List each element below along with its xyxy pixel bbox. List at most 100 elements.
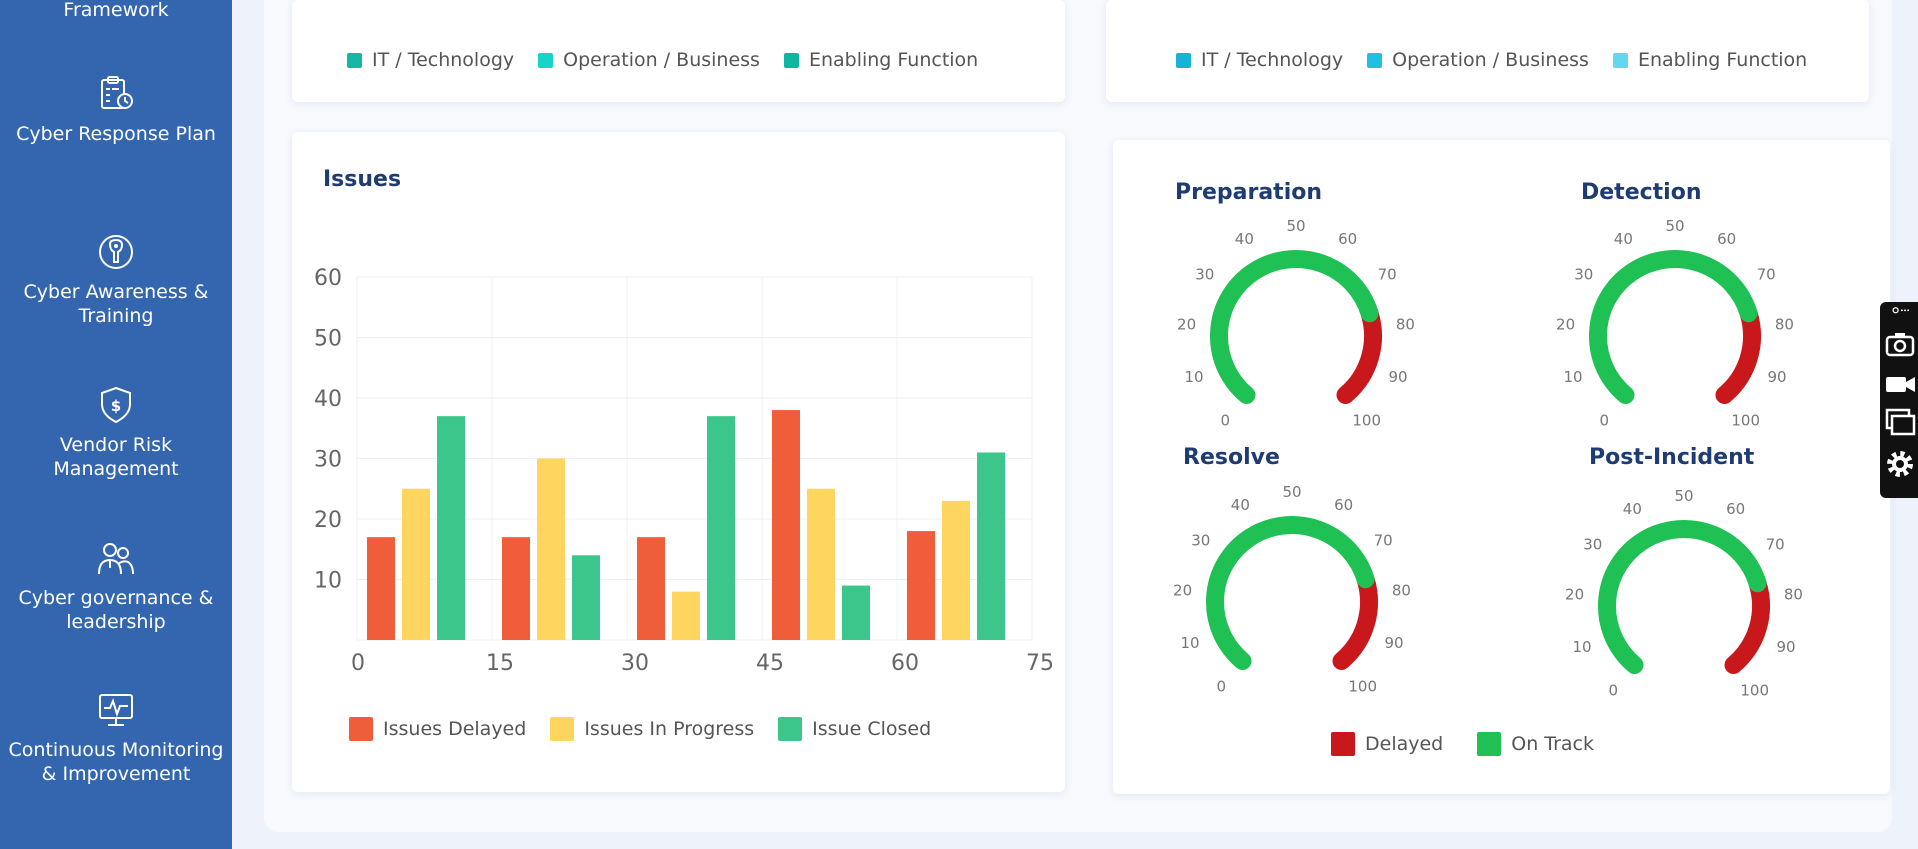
camera-icon[interactable] — [1884, 328, 1916, 360]
sidebar-item-cyber-governance[interactable]: Cyber governance & leadership — [0, 538, 232, 634]
link-more-icon[interactable] — [1884, 304, 1916, 324]
legend-label: Enabling Function — [808, 49, 979, 71]
gauge-tick-label: 0 — [1600, 411, 1610, 429]
gauge-arc-on-track[interactable] — [1598, 520, 1767, 674]
gauge-tick-label: 40 — [1235, 230, 1254, 248]
gauge-tick-label: 60 — [1338, 230, 1357, 248]
legend-swatch — [778, 717, 803, 741]
legend-label: Delayed — [1365, 733, 1444, 755]
gauge-arc-on-track[interactable] — [1210, 250, 1379, 404]
legend-item[interactable]: Operation / Business — [538, 49, 760, 71]
bar-issue-closed[interactable] — [977, 452, 1005, 640]
legend-item[interactable]: IT / Technology — [1176, 49, 1343, 71]
gauge-tick-label: 90 — [1776, 638, 1795, 656]
top-right-card: IT / Technology Operation / Business Ena… — [1106, 0, 1869, 102]
gauge-tick-label: 50 — [1665, 217, 1684, 235]
gear-icon[interactable] — [1884, 448, 1916, 480]
gauge-resolve: 0 10 20 30 40 50 60 70 80 90 100 — [1173, 483, 1411, 695]
bar-issues-delayed[interactable] — [907, 531, 935, 640]
legend-item[interactable]: Enabling Function — [1612, 49, 1808, 71]
gauge-tick-label: 80 — [1784, 586, 1803, 604]
legend-item-issues-delayed[interactable]: Issues Delayed — [349, 717, 526, 741]
gauges-card: Preparation Detection Resolve Post-Incid… — [1113, 140, 1890, 794]
bar-issue-closed[interactable] — [707, 416, 735, 640]
gauge-tick-label: 30 — [1583, 535, 1602, 553]
video-icon[interactable] — [1884, 368, 1916, 400]
gauge-tick-label: 0 — [1609, 681, 1619, 699]
legend-swatch — [538, 52, 554, 68]
legend-swatch — [1477, 732, 1502, 756]
bar-issue-closed[interactable] — [572, 555, 600, 640]
gauge-tick-label: 80 — [1775, 316, 1794, 334]
legend-item-issue-closed[interactable]: Issue Closed — [778, 717, 931, 741]
svg-text:$: $ — [111, 397, 121, 415]
gauge-tick-label: 60 — [1717, 230, 1736, 248]
sidebar-item-cyber-response-plan[interactable]: Cyber Response Plan — [0, 74, 232, 146]
legend-item-delayed[interactable]: Delayed — [1331, 732, 1443, 756]
sidebar-item-framework[interactable]: Framework — [0, 0, 232, 22]
y-tick-label: 10 — [314, 569, 342, 594]
x-tick-label: 75 — [1026, 651, 1054, 676]
bar-issues-in-progress[interactable] — [402, 488, 430, 640]
bar-issues-delayed[interactable] — [502, 537, 530, 640]
gauge-tick-label: 60 — [1726, 500, 1745, 518]
y-tick-label: 50 — [314, 327, 342, 352]
bar-issues-delayed[interactable] — [637, 537, 665, 640]
legend-label: Issues In Progress — [584, 718, 755, 740]
sidebar-item-label: Vendor Risk Management — [53, 434, 179, 480]
gauge-arc-delayed[interactable] — [1336, 304, 1382, 404]
top-left-legend: IT / Technology Operation / Business Ena… — [347, 49, 1002, 71]
gauge-arc-on-track[interactable] — [1589, 250, 1758, 404]
legend-item[interactable]: Enabling Function — [783, 49, 979, 71]
issues-legend: Issues Delayed Issues In Progress Issue … — [349, 717, 955, 741]
legend-swatch — [1612, 52, 1628, 68]
legend-swatch — [349, 717, 373, 741]
gauge-arc-on-track[interactable] — [1206, 516, 1375, 670]
gauge-tick-label: 20 — [1565, 586, 1584, 604]
gauge-tick-label: 80 — [1396, 316, 1415, 334]
gauge-title-resolve: Resolve — [1183, 445, 1280, 470]
monitor-pulse-icon — [99, 694, 133, 726]
sidebar-item-continuous-monitoring[interactable]: Continuous Monitoring & Improvement — [0, 690, 232, 786]
sidebar-item-vendor-risk[interactable]: $ Vendor Risk Management — [0, 385, 232, 481]
gauge-tick-label: 100 — [1731, 411, 1760, 429]
gauge-post-incident: 0 10 20 30 40 50 60 70 80 90 100 — [1565, 487, 1803, 699]
gauge-tick-label: 20 — [1177, 316, 1196, 334]
clipboard-clock-icon — [101, 76, 133, 109]
bar-issues-delayed[interactable] — [772, 410, 800, 640]
gauge-tick-label: 10 — [1180, 634, 1199, 652]
gauge-tick-label: 20 — [1173, 582, 1192, 600]
legend-swatch — [783, 52, 799, 68]
sidebar-item-cyber-awareness[interactable]: Cyber Awareness & Training — [0, 232, 232, 328]
legend-item[interactable]: IT / Technology — [347, 49, 514, 71]
sidebar-item-label: Cyber Response Plan — [16, 123, 216, 145]
gauge-tick-label: 100 — [1348, 677, 1377, 695]
bar-issues-in-progress[interactable] — [672, 591, 700, 640]
legend-item-on-track[interactable]: On Track — [1477, 732, 1594, 756]
legend-item-issues-in-progress[interactable]: Issues In Progress — [550, 717, 754, 741]
gauge-tick-label: 30 — [1195, 265, 1214, 283]
gauge-arc-delayed[interactable] — [1332, 570, 1378, 670]
bar-issues-delayed[interactable] — [367, 537, 395, 640]
gauge-tick-label: 0 — [1217, 677, 1227, 695]
gauge-tick-label: 30 — [1574, 265, 1593, 283]
windows-icon[interactable] — [1884, 406, 1916, 438]
x-tick-label: 60 — [891, 651, 919, 676]
bar-issue-closed[interactable] — [437, 416, 465, 640]
bar-issues-in-progress[interactable] — [537, 458, 565, 641]
x-tick-label: 45 — [756, 651, 784, 676]
bar-issues-in-progress[interactable] — [807, 488, 835, 640]
bar-issues-in-progress[interactable] — [942, 500, 970, 640]
legend-label: IT / Technology — [372, 49, 515, 71]
legend-label: Enabling Function — [1637, 49, 1808, 71]
issues-card: Issues 60 50 40 30 20 10 0 15 30 45 60 75 Issues De… — [292, 132, 1065, 792]
gauge-arc-delayed[interactable] — [1715, 304, 1761, 404]
bar-issue-closed[interactable] — [842, 585, 870, 640]
legend-swatch — [1176, 52, 1191, 68]
legend-item[interactable]: Operation / Business — [1367, 49, 1589, 71]
sidebar-item-label: Cyber governance & leadership — [18, 587, 214, 633]
gauge-arc-delayed[interactable] — [1724, 574, 1770, 674]
gauge-tick-label: 100 — [1352, 411, 1381, 429]
x-tick-label: 15 — [486, 651, 514, 676]
x-tick-label: 30 — [621, 651, 649, 676]
